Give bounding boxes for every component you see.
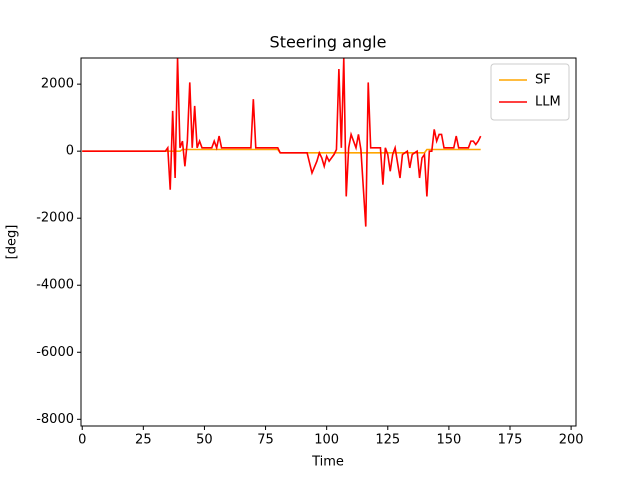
plot-frame bbox=[80, 57, 577, 427]
x-tick-label: 175 bbox=[498, 433, 523, 448]
y-tick-label: -2000 bbox=[36, 211, 74, 226]
x-tick-label: 125 bbox=[375, 433, 400, 448]
x-axis-label: Time bbox=[311, 455, 344, 470]
x-tick-label: 0 bbox=[78, 433, 86, 448]
legend-box bbox=[490, 63, 570, 121]
y-tick-label: -4000 bbox=[36, 278, 74, 293]
y-tick-label: -8000 bbox=[36, 412, 74, 427]
x-tick-label: 150 bbox=[436, 433, 461, 448]
x-tick-label: 200 bbox=[559, 433, 584, 448]
y-tick-label: 2000 bbox=[41, 77, 74, 92]
y-axis-label: [deg] bbox=[5, 225, 20, 260]
legend-label: SF bbox=[535, 73, 551, 88]
x-tick-label: 75 bbox=[257, 433, 274, 448]
y-tick-label: -6000 bbox=[36, 345, 74, 360]
x-tick-label: 100 bbox=[314, 433, 339, 448]
x-tick-label: 25 bbox=[135, 433, 152, 448]
legend-label: LLM bbox=[535, 95, 561, 110]
y-tick-label: 0 bbox=[66, 144, 74, 159]
series-line bbox=[82, 58, 482, 227]
chart-title: Steering angle bbox=[270, 33, 387, 52]
x-tick-label: 50 bbox=[196, 433, 213, 448]
